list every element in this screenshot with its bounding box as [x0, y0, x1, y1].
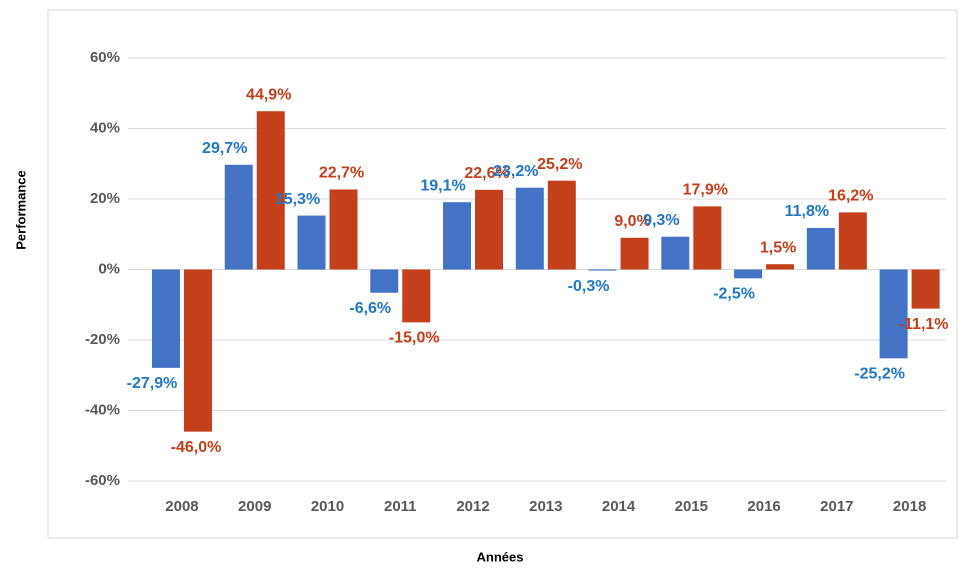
data-label: 22,6%: [464, 165, 509, 182]
y-tick-label: 40%: [90, 119, 120, 136]
bar: [838, 212, 867, 270]
x-tick-label: 2011: [384, 498, 417, 515]
x-tick-label: 2013: [529, 498, 562, 515]
data-label: -0,3%: [568, 278, 610, 295]
data-label: 25,2%: [537, 156, 582, 173]
bar: [766, 264, 795, 270]
data-label: 11,8%: [785, 203, 829, 220]
x-tick-label: 2018: [893, 498, 926, 515]
x-tick-label: 2009: [238, 498, 271, 515]
bar: [329, 189, 358, 270]
bar: [402, 269, 431, 323]
data-label: -15,0%: [389, 330, 440, 347]
bar: [443, 202, 472, 270]
bar: [806, 227, 835, 270]
x-tick-label: 2010: [311, 498, 344, 515]
bar: [547, 180, 576, 270]
data-label: 29,7%: [202, 140, 247, 157]
bar: [620, 237, 649, 270]
y-tick-label: 20%: [90, 190, 120, 207]
data-label: -25,2%: [854, 366, 905, 383]
data-label: -46,0%: [171, 439, 222, 456]
bar: [661, 236, 690, 270]
bar: [588, 269, 617, 271]
x-tick-label: 2015: [675, 498, 708, 515]
x-axis-label: Années: [477, 549, 524, 564]
data-label: -2,5%: [713, 286, 755, 303]
x-tick-label: 2017: [820, 498, 853, 515]
x-tick-label: 2012: [456, 498, 489, 515]
data-label: 17,9%: [683, 182, 728, 199]
bar: [183, 269, 212, 432]
bar: [911, 269, 940, 309]
data-label: 9,0%: [614, 213, 650, 230]
x-tick-label: 2008: [165, 498, 198, 515]
bar: [515, 187, 544, 270]
data-label: -27,9%: [127, 375, 178, 392]
data-label: 1,5%: [760, 239, 796, 256]
bar: [224, 164, 253, 270]
bar: [734, 269, 763, 279]
y-tick-label: -20%: [85, 331, 120, 348]
data-label: 9,3%: [643, 212, 679, 229]
y-axis-label: Performance: [13, 170, 28, 249]
data-label: 22,7%: [319, 165, 364, 182]
bar: [879, 269, 908, 359]
data-label: -6,6%: [349, 300, 391, 317]
x-tick-label: 2016: [747, 498, 780, 515]
data-label: -11,1%: [899, 316, 949, 333]
data-label: 23,2%: [493, 163, 538, 180]
data-label: 19,1%: [420, 177, 465, 194]
y-tick-label: -40%: [85, 401, 120, 418]
data-label: 44,9%: [246, 86, 291, 103]
data-label: 15,3%: [275, 191, 320, 208]
bar: [475, 189, 504, 270]
y-tick-label: 0%: [98, 260, 120, 277]
bar: [297, 215, 326, 270]
bar: [256, 111, 285, 270]
x-tick-label: 2014: [602, 498, 636, 515]
y-tick-label: -60%: [85, 472, 120, 489]
bar: [370, 269, 399, 293]
bar: [693, 206, 722, 270]
data-label: 16,2%: [828, 188, 873, 205]
y-tick-label: 60%: [90, 49, 120, 66]
bar: [151, 269, 180, 368]
